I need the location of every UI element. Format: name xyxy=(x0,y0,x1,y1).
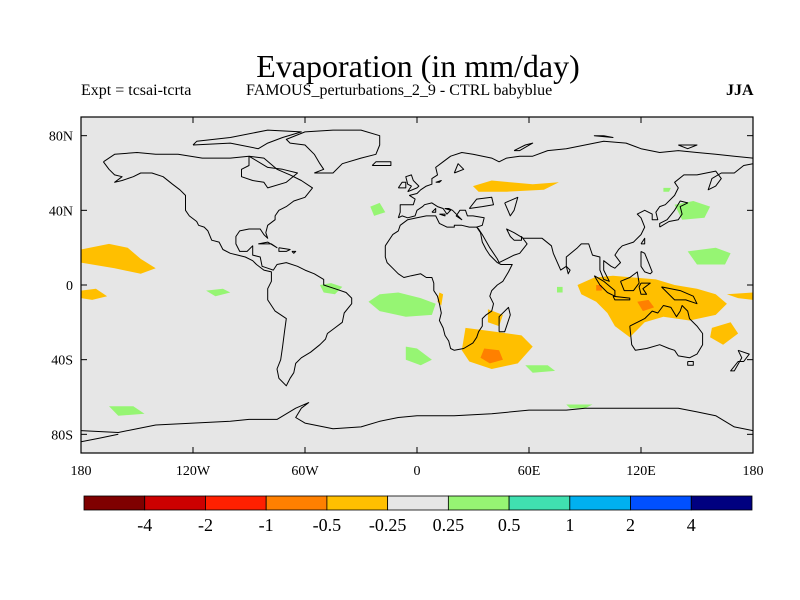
colorbar-label: -4 xyxy=(137,515,152,535)
y-tick-label: 80N xyxy=(49,130,73,145)
coastline xyxy=(730,349,750,372)
colorbar-swatch xyxy=(630,495,692,511)
anomaly-region xyxy=(473,180,559,192)
anomaly-region xyxy=(461,327,533,369)
anomaly-region xyxy=(81,288,108,300)
coastline xyxy=(638,282,651,295)
coastline xyxy=(687,361,694,366)
anomaly-region xyxy=(368,292,436,317)
anomaly-region xyxy=(596,285,602,291)
coastline xyxy=(81,433,119,443)
coastline xyxy=(285,129,381,174)
coastline xyxy=(431,208,437,213)
colorbar-swatch xyxy=(387,495,449,511)
coastline xyxy=(102,152,353,387)
coastline xyxy=(612,295,631,301)
colorbar-swatch xyxy=(447,495,510,511)
colorbar-swatch xyxy=(690,495,753,511)
anomaly-region xyxy=(557,286,563,293)
coastline xyxy=(661,286,698,305)
x-tick-label: 120W xyxy=(176,464,211,479)
colorbar-swatch xyxy=(265,495,328,511)
coastline xyxy=(435,180,442,183)
anomaly-region xyxy=(370,202,386,216)
anomaly-region xyxy=(566,404,593,409)
coastline xyxy=(278,247,291,252)
colorbar-label: 1 xyxy=(565,515,574,535)
plot-subtitle: FAMOUS_perturbations_2_9 - CTRL babyblue xyxy=(246,82,553,99)
anomaly-region xyxy=(674,201,711,220)
experiment-label: Expt = tcsai-tcrta xyxy=(81,82,192,99)
season-label: JJA xyxy=(726,82,754,99)
y-tick-label: 40N xyxy=(49,204,73,219)
coastline xyxy=(620,271,640,292)
coastline xyxy=(192,129,302,150)
y-axis: 80N 40N 0 40S 80S xyxy=(49,130,753,443)
anomaly-region xyxy=(637,299,655,312)
x-axis: 180 120W 60W 0 60E 120E 180 xyxy=(71,117,764,479)
x-tick-label: 120E xyxy=(626,464,656,479)
coastline xyxy=(593,135,614,138)
anomaly-region xyxy=(109,406,145,416)
colorbar-swatch xyxy=(569,495,631,511)
colorbar: -4 -2 -1 -0.5 -0.25 0.25 0.5 1 2 4 xyxy=(83,495,753,535)
coastline xyxy=(81,402,753,433)
coastline xyxy=(504,196,519,217)
coastline xyxy=(291,250,297,254)
y-tick-label: 40S xyxy=(51,354,73,369)
colorbar-label: -1 xyxy=(259,515,274,535)
colorbar-label: 0.25 xyxy=(433,515,465,535)
coastline xyxy=(397,181,407,189)
colorbar-swatch xyxy=(144,495,206,511)
colorbar-swatch xyxy=(326,495,389,511)
x-tick-label: 60W xyxy=(291,464,319,479)
colorbar-label: 4 xyxy=(687,515,696,535)
colorbar-swatch xyxy=(508,495,571,511)
x-tick-label: 60E xyxy=(518,464,541,479)
x-tick-label: 180 xyxy=(743,464,764,479)
coastline xyxy=(640,250,653,275)
coastline xyxy=(513,142,534,152)
anomaly-region xyxy=(480,348,503,364)
anomaly-region xyxy=(525,365,556,373)
coastlines xyxy=(81,129,753,443)
coastline xyxy=(565,265,571,275)
coastline xyxy=(629,305,704,359)
coastline xyxy=(241,155,298,189)
anomaly-region xyxy=(81,243,156,274)
x-tick-label: 180 xyxy=(71,464,92,479)
y-tick-label: 80S xyxy=(51,428,73,443)
coastline xyxy=(258,241,278,249)
colorbar-label: -0.5 xyxy=(313,515,342,535)
coastline xyxy=(640,237,646,245)
anomaly-region xyxy=(405,346,432,366)
coastline xyxy=(498,306,511,333)
coastline xyxy=(397,140,753,282)
colorbar-label: 0.5 xyxy=(498,515,521,535)
x-tick-label: 0 xyxy=(414,464,421,479)
anomaly-region xyxy=(726,292,753,300)
plot-title: Evaporation (in mm/day) xyxy=(256,48,580,84)
coastline xyxy=(371,161,392,166)
colorbar-label: 2 xyxy=(626,515,635,535)
colorbar-swatch xyxy=(205,495,267,511)
coastline xyxy=(468,196,494,209)
colorbar-label: -2 xyxy=(198,515,213,535)
y-tick-label: 0 xyxy=(66,279,73,294)
anomaly-region xyxy=(206,288,231,297)
coastline xyxy=(439,213,446,217)
coastline xyxy=(384,215,513,351)
coastline xyxy=(659,200,689,228)
coastline xyxy=(678,144,698,150)
anomaly-region xyxy=(687,247,731,265)
colorbar-swatch xyxy=(83,495,146,511)
coastline xyxy=(453,163,465,174)
coastline xyxy=(405,174,420,193)
anomaly-regions xyxy=(81,180,753,416)
anomaly-region xyxy=(663,187,671,192)
anomaly-region xyxy=(710,322,739,345)
colorbar-label: -0.25 xyxy=(369,515,407,535)
